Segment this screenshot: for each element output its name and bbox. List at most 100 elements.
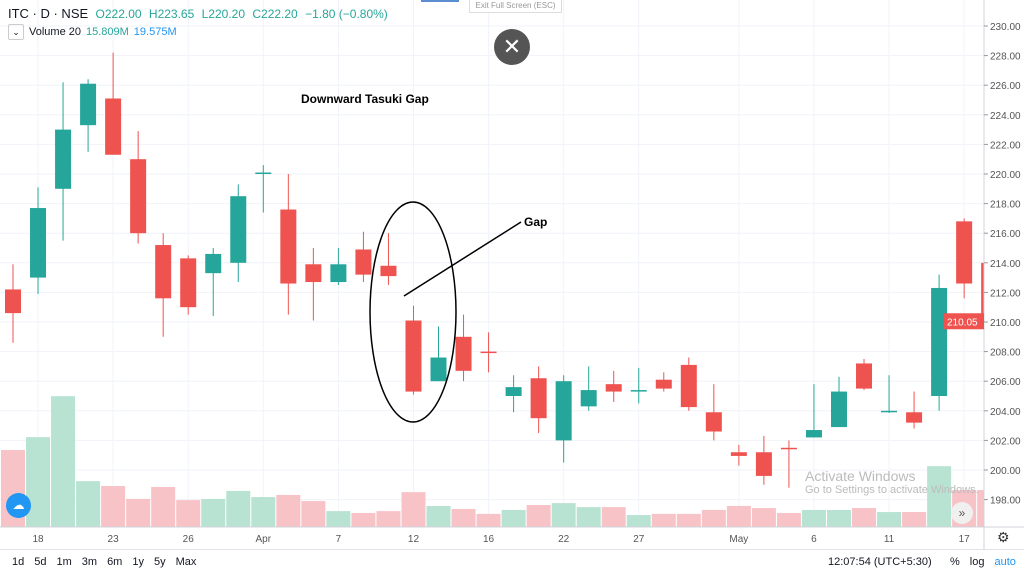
time-tick-label: 6 (811, 534, 817, 545)
volume-bar (676, 513, 701, 527)
volume-bar (801, 509, 826, 527)
candle-body (105, 98, 122, 155)
volume-bar (776, 512, 801, 527)
volume-bar (551, 503, 576, 527)
volume-bar (476, 513, 501, 527)
volume-bar (226, 490, 251, 527)
price-tick-label: 224.00 (990, 111, 1021, 122)
volume-ma-value: 19.575M (133, 26, 177, 38)
volume-bar (301, 501, 326, 527)
candle-body (55, 129, 72, 189)
time-tick-label: 7 (336, 534, 342, 545)
volume-bar (176, 500, 201, 527)
volume-value: 15.809M (85, 26, 129, 38)
percent-toggle[interactable]: % (950, 556, 960, 568)
candle-body (80, 83, 97, 126)
exit-fullscreen-button[interactable]: Exit Full Screen (ESC) (469, 0, 562, 13)
range-max[interactable]: Max (175, 556, 197, 568)
time-tick-label: 17 (959, 534, 971, 545)
range-5d[interactable]: 5d (34, 556, 47, 568)
clock: 12:07:54 (UTC+5:30) (828, 556, 932, 568)
volume-bar (751, 508, 776, 527)
volume-bar (376, 511, 401, 527)
candle-body (130, 159, 147, 234)
range-5y[interactable]: 5y (153, 556, 166, 568)
candle-body (280, 209, 297, 284)
candle-body (655, 379, 672, 389)
candle-body (205, 253, 222, 274)
candle-body (305, 264, 322, 283)
volume-bar (826, 509, 851, 527)
gap-pointer-line (403, 221, 522, 297)
volume-bar (351, 512, 376, 527)
chevron-down-icon[interactable]: ⌄ (8, 24, 24, 40)
volume-bar (526, 505, 551, 527)
price-tick-label: 204.00 (990, 407, 1021, 418)
price-chart[interactable]: 230.00 228.00 226.00 224.00 222.00 220.00 218.… (0, 0, 1024, 549)
auto-toggle[interactable]: auto (994, 556, 1016, 568)
price-axis-background (984, 0, 1024, 549)
last-price-label: 210.05 (947, 317, 978, 328)
time-tick-label: 18 (32, 534, 44, 545)
volume-bar (451, 508, 476, 527)
candle-body (405, 320, 422, 392)
range-6m[interactable]: 6m (107, 556, 123, 568)
time-tick-label: 27 (633, 534, 645, 545)
candle-body (705, 412, 722, 432)
gap-ellipse (369, 201, 457, 423)
candle-body (555, 381, 572, 441)
open-value: O222.00 (95, 7, 142, 21)
high-value: H223.65 (148, 7, 195, 21)
volume-bar (151, 486, 176, 527)
symbol[interactable]: ITC · D · NSE (8, 6, 89, 21)
candle-body (505, 387, 522, 396)
volume-bar (902, 512, 927, 527)
volume-bar (852, 508, 877, 527)
volume-bar (601, 507, 626, 527)
volume-bar (501, 509, 526, 527)
volume-bar (626, 515, 651, 527)
candle-body (680, 364, 697, 408)
range-1y[interactable]: 1y (132, 556, 144, 568)
log-toggle[interactable]: log (969, 556, 985, 568)
volume-bar (576, 507, 601, 527)
volume-bar (726, 505, 751, 527)
low-value: L220.20 (201, 7, 246, 21)
price-tick-label: 212.00 (990, 288, 1021, 299)
range-buttons: 1d 5d 1m 3m 6m 1y 5y Max (12, 556, 196, 568)
candle-body (755, 452, 772, 476)
candle-body (830, 391, 847, 428)
bottom-toolbar: 1d 5d 1m 3m 6m 1y 5y Max 12:07:54 (UTC+5… (0, 549, 1024, 577)
candle-body (906, 412, 923, 423)
volume-bar (651, 513, 676, 527)
volume-bar (927, 466, 952, 527)
time-tick-label: 11 (884, 534, 895, 545)
price-tick-label: 228.00 (990, 52, 1021, 63)
candle-body (30, 208, 47, 278)
candle-body (881, 410, 898, 413)
candle-body (480, 351, 497, 354)
close-icon[interactable]: ✕ (494, 29, 530, 65)
price-tick-label: 206.00 (990, 377, 1021, 388)
volume-bar (401, 492, 426, 527)
volume-bar (76, 481, 101, 527)
gap-label: Gap (524, 215, 547, 229)
gear-icon[interactable]: ⚙ (997, 529, 1010, 545)
candle-body (605, 384, 622, 392)
candle-body (730, 452, 747, 456)
time-tick-label: 26 (183, 534, 195, 545)
candle-body (330, 264, 347, 283)
range-3m[interactable]: 3m (81, 556, 98, 568)
tradingview-logo-icon[interactable]: ☁ (6, 493, 31, 518)
candle-body (856, 363, 873, 389)
range-1d[interactable]: 1d (12, 556, 25, 568)
range-1m[interactable]: 1m (56, 556, 72, 568)
candle-body (630, 390, 647, 392)
price-tick-label: 222.00 (990, 140, 1021, 151)
watermark-line1: Activate Windows (805, 468, 916, 484)
volume-bar (877, 512, 902, 527)
candle-body (805, 430, 822, 438)
scroll-right-button[interactable]: » (951, 502, 973, 524)
price-tick-label: 208.00 (990, 348, 1021, 359)
price-tick-label: 216.00 (990, 229, 1021, 240)
